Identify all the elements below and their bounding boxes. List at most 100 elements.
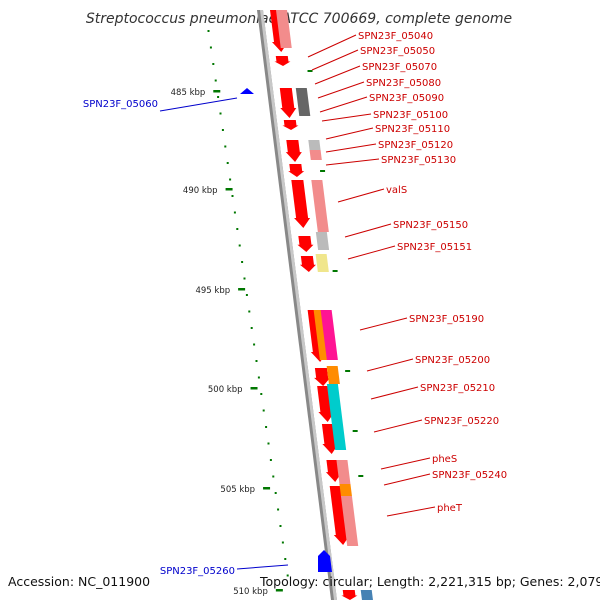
backbone: [257, 10, 337, 600]
tick-dot: [238, 244, 241, 247]
label-leader-line: [159, 97, 238, 112]
kbp-tick-label: 485 kbp: [171, 88, 206, 98]
cds-reverse-arrow: [240, 88, 254, 94]
tick-dot: [241, 261, 244, 263]
annotation-bar: [326, 384, 347, 450]
tick-dot: [243, 277, 246, 280]
cds-forward-arrow: [282, 120, 299, 130]
gene-label: SPN23F_05151: [397, 242, 472, 253]
cds-forward-arrow: [299, 256, 316, 272]
label-leader-line: [373, 419, 423, 433]
tick-dot: [233, 211, 236, 214]
cds-forward-arrow: [279, 88, 297, 118]
kbp-tick-mark: [263, 487, 271, 490]
gene-label: SPN23F_05260: [160, 566, 235, 577]
tick-dot-right: [320, 170, 326, 172]
tick-dot: [229, 178, 232, 181]
gene-label: SPN23F_05210: [420, 383, 495, 394]
kbp-tick-mark: [275, 589, 283, 592]
kbp-tick-label: 510 kbp: [233, 587, 268, 597]
gene-label: SPN23F_05120: [378, 140, 453, 151]
label-leader-line: [236, 564, 289, 570]
gene-label: SPN23F_05080: [366, 78, 441, 89]
label-leader-line: [321, 113, 372, 122]
gene-features: [240, 10, 373, 600]
cds-forward-arrow: [285, 140, 302, 162]
tick-dot: [262, 409, 265, 412]
tick-dot: [277, 508, 280, 511]
label-leader-line: [337, 188, 385, 203]
map-title: Streptococcus pneumoniae ATCC 700669, co…: [86, 11, 512, 27]
kbp-tick-label: 505 kbp: [220, 485, 255, 495]
gene-label: SPN23F_05130: [381, 155, 456, 166]
tick-dot-right: [307, 70, 313, 72]
annotation-bar: [311, 180, 329, 232]
cds-forward-arrow: [297, 236, 314, 252]
annotation-bar: [320, 310, 338, 360]
tick-dots: [207, 30, 364, 577]
label-leader-line: [325, 158, 380, 166]
label-leader-line: [359, 317, 408, 331]
label-leader-line: [314, 65, 361, 85]
cds-reverse-arrow: [318, 550, 332, 572]
tick-dot: [267, 442, 270, 445]
tick-dot-right: [358, 475, 364, 477]
tick-dot: [253, 343, 256, 346]
tick-dot: [226, 162, 229, 164]
label-leader-line: [386, 506, 436, 517]
tick-dot: [212, 63, 215, 65]
tick-dot: [257, 376, 260, 379]
gene-label: SPN23F_05150: [393, 220, 468, 231]
label-leader-line: [370, 386, 419, 400]
kbp-tick-label: 500 kbp: [208, 385, 243, 395]
tick-dot-right: [352, 430, 358, 432]
cds-forward-arrow: [288, 164, 305, 177]
kbp-tick-mark: [213, 90, 221, 93]
tick-dot: [231, 195, 234, 197]
topology-text: Topology: circular; Length: 2,221,315 bp…: [259, 574, 600, 589]
label-leader-line: [325, 143, 377, 153]
label-leader-line: [307, 34, 357, 58]
tick-dot: [224, 145, 227, 148]
gene-label: SPN23F_05060: [83, 99, 158, 110]
annotation-bar: [309, 150, 322, 160]
tick-dot-right: [345, 370, 351, 372]
kbp-tick-mark: [250, 387, 258, 390]
annotation-bar: [326, 366, 340, 384]
kbp-tick-mark: [225, 188, 233, 191]
gene-label: SPN23F_05190: [409, 314, 484, 325]
label-leader-line: [317, 81, 365, 99]
tick-dot: [248, 310, 251, 313]
annotation-bar: [360, 590, 373, 600]
annotation-bar: [340, 496, 359, 546]
gene-label: SPN23F_05050: [360, 46, 435, 57]
tick-dot: [286, 574, 289, 577]
tick-dot: [245, 294, 248, 296]
gene-label: SPN23F_05070: [362, 62, 437, 73]
label-leader-line: [347, 245, 396, 260]
kbp-tick-label: 495 kbp: [195, 286, 230, 296]
gene-label: SPN23F_05240: [432, 470, 507, 481]
label-leader-line: [383, 473, 431, 486]
tick-dot: [250, 327, 253, 329]
label-leader-line: [319, 96, 368, 113]
tick-dot-right: [332, 270, 338, 272]
gene-label: SPN23F_05110: [375, 124, 450, 135]
tick-dot: [236, 228, 239, 230]
gene-label: pheT: [437, 503, 463, 514]
tick-dot: [284, 558, 287, 560]
gene-label: SPN23F_05220: [424, 416, 499, 427]
label-leader-line: [366, 358, 414, 372]
label-leader-line: [344, 223, 392, 238]
tick-dot: [272, 475, 275, 478]
accession-text: Accession: NC_011900: [8, 574, 150, 589]
annotation-bar: [339, 484, 352, 496]
tick-dot: [279, 525, 282, 527]
label-leader-line: [380, 457, 431, 470]
tick-dot: [274, 492, 277, 494]
cds-forward-arrow: [314, 368, 331, 386]
tick-dot: [269, 459, 272, 461]
label-leader-line: [325, 127, 374, 140]
tick-dot: [209, 46, 212, 49]
